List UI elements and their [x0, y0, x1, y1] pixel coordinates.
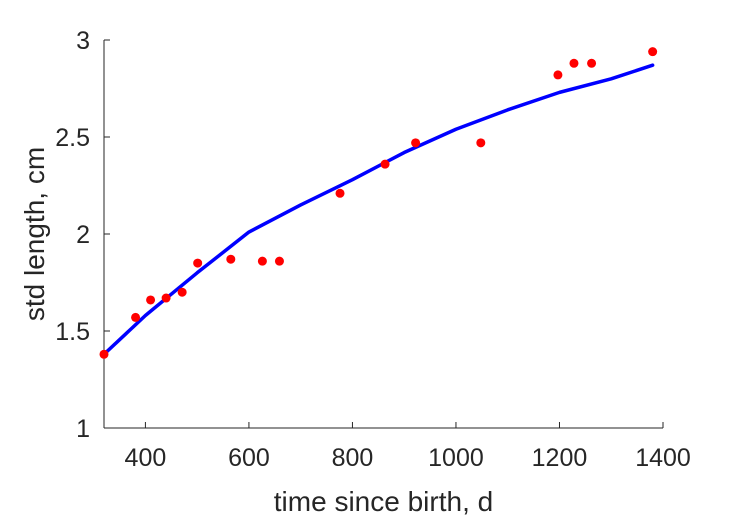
data-point	[226, 254, 236, 264]
x-axis-label: time since birth, d	[274, 486, 493, 517]
data-point	[131, 312, 141, 322]
data-point	[146, 295, 156, 305]
data-point	[411, 138, 421, 148]
x-tick-label: 1200	[532, 444, 588, 472]
axes: 400 600 800 1000 1200 1400 1 1.5 2 2.5 3	[55, 27, 691, 472]
x-tick-label: 1400	[635, 444, 691, 472]
data-point	[274, 256, 284, 266]
x-tick-label: 600	[228, 444, 270, 472]
data-point	[380, 159, 390, 169]
data-point	[587, 58, 597, 68]
data-point	[193, 258, 203, 268]
y-tick-label: 1	[76, 415, 90, 443]
y-tick-label: 2	[76, 221, 90, 249]
data-points	[99, 47, 658, 359]
y-tick-label: 3	[76, 27, 90, 55]
data-point	[99, 349, 109, 359]
data-point	[553, 70, 563, 80]
fit-curve	[102, 63, 655, 357]
x-tick-label: 1000	[428, 444, 484, 472]
data-point	[177, 287, 187, 297]
y-axis-label: std length, cm	[19, 147, 50, 321]
data-point	[161, 293, 171, 303]
data-point	[257, 256, 267, 266]
x-tick-label: 800	[332, 444, 374, 472]
data-point	[476, 138, 486, 148]
y-tick-label: 1.5	[55, 318, 90, 346]
fit-curve-line	[102, 63, 655, 357]
data-point	[648, 47, 658, 57]
x-tick-label: 400	[125, 444, 167, 472]
data-point	[335, 188, 345, 198]
y-tick-label: 2.5	[55, 124, 90, 152]
data-point	[569, 58, 579, 68]
